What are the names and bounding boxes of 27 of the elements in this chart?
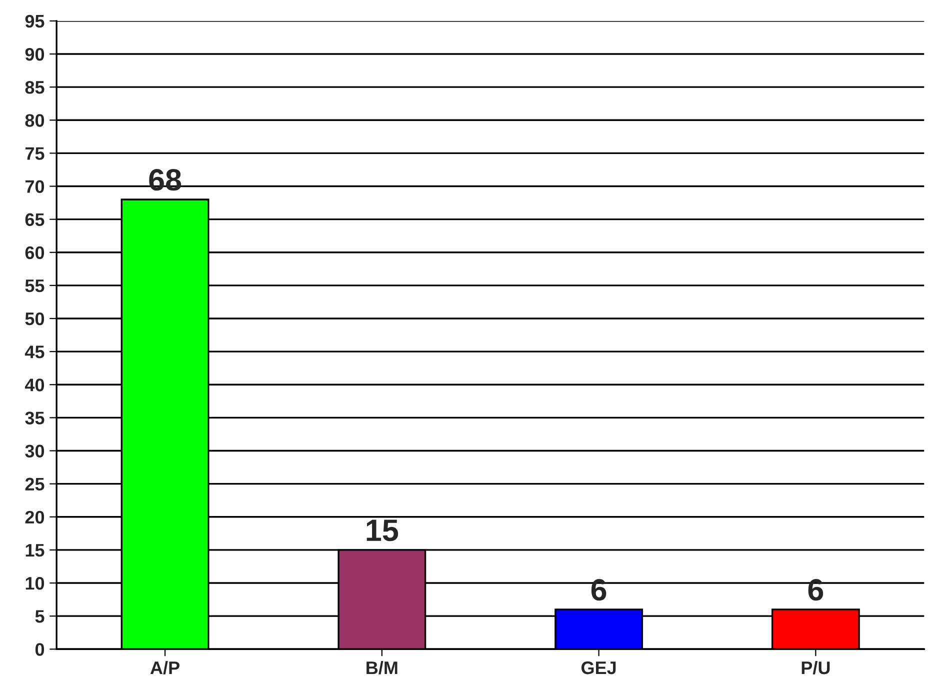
y-tick-label: 80	[25, 114, 44, 127]
y-tick-label: 70	[25, 180, 44, 193]
y-tick-label: 50	[25, 312, 44, 326]
y-tick-label: 95	[25, 14, 44, 28]
x-tick-label: A/P	[150, 660, 180, 674]
y-tick-label: 35	[25, 412, 44, 424]
y-tick-label: 45	[24, 346, 44, 358]
y-tick-label: 5	[35, 610, 44, 623]
x-tick-label: P/U	[802, 660, 830, 674]
y-tick-label: 10	[26, 576, 44, 590]
y-tick-label: 25	[25, 478, 44, 491]
y-tick-label: 65	[25, 213, 44, 226]
y-tick-label: 20	[25, 510, 44, 524]
data-label: 6	[808, 579, 824, 601]
y-tick-label: 40	[24, 378, 44, 392]
data-label: 6	[591, 579, 606, 601]
y-tick-label: 90	[25, 48, 44, 61]
x-tick-label: B/M	[366, 660, 398, 674]
y-tick-label: 55	[25, 280, 44, 292]
data-label: 15	[366, 520, 398, 542]
y-tick-label: 85	[25, 81, 44, 94]
y-tick-label: 60	[25, 246, 44, 260]
y-tick-label: 15	[26, 544, 44, 557]
y-tick-label: 30	[25, 444, 44, 458]
y-tick-label: 0	[35, 643, 44, 656]
y-tick-label: 75	[25, 147, 44, 160]
x-tick-label: GEJ	[581, 661, 616, 674]
